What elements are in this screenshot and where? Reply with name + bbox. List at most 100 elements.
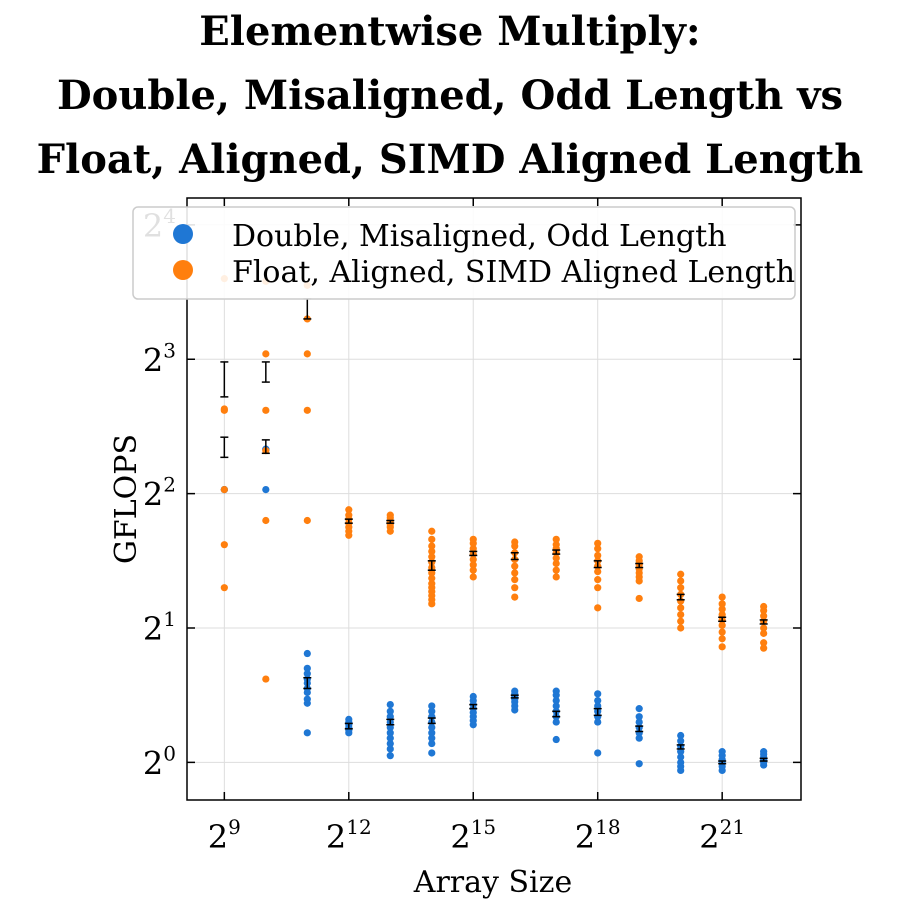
float-data-point: [594, 567, 602, 576]
y-tick-label: 22: [143, 473, 176, 514]
float-data-point: [220, 584, 228, 592]
float-data-point: [469, 545, 477, 553]
float-data-point: [511, 593, 519, 601]
legend: Double, Misaligned, Odd Length Float, Al…: [132, 206, 796, 300]
double-data-point: [386, 745, 394, 753]
float-data-point: [511, 569, 519, 577]
float-data-point: [594, 604, 602, 612]
float-data-point: [594, 539, 602, 547]
error-bars: [220, 298, 768, 765]
double-data-point: [303, 695, 311, 703]
float-data-point: [677, 610, 685, 619]
double-data-point: [511, 687, 519, 695]
double-data-point: [303, 729, 311, 737]
double-data-point: [635, 713, 643, 721]
error-bar: [261, 361, 270, 383]
float-data-point: [760, 639, 768, 647]
float-data-point: [386, 511, 394, 519]
float-data-point: [511, 562, 519, 570]
float-data-point: [760, 624, 768, 632]
double-data-point: [386, 734, 394, 742]
error-bar: [718, 616, 727, 623]
error-bar: [635, 562, 644, 569]
float-data-point: [469, 535, 477, 543]
y-tick-label: 21: [143, 607, 176, 648]
float-data-point: [469, 566, 477, 574]
double-data-point: [552, 735, 560, 744]
float-data-point: [552, 559, 560, 568]
float-data-point: [262, 675, 270, 683]
double-data-point: [594, 718, 602, 726]
double-data-point: [386, 700, 394, 709]
double-data-point: [303, 670, 311, 678]
double-data-point: [428, 749, 436, 757]
x-tick-label: 29: [208, 815, 241, 856]
float-data-point: [428, 574, 436, 582]
error-bar: [261, 439, 270, 455]
error-bar: [303, 298, 312, 320]
legend-marker-double: [173, 224, 193, 244]
double-data-point: [428, 707, 436, 715]
float-data-point: [428, 542, 436, 550]
float-data-point: [428, 553, 436, 561]
double-data-point: [386, 739, 394, 748]
float-data-point: [594, 551, 602, 560]
float-data-point: [718, 643, 726, 651]
double-data-point: [552, 718, 560, 726]
error-bar: [386, 519, 395, 524]
double-data-point: [469, 692, 477, 701]
float-data-point: [220, 405, 228, 413]
float-data-point: [677, 584, 685, 592]
double-data-point: [428, 739, 436, 748]
float-data-point: [718, 628, 726, 636]
float-data-point: [677, 577, 685, 585]
float-data-point: [262, 350, 270, 358]
error-bar: [676, 593, 685, 601]
double-data-point: [386, 723, 394, 732]
double-data-point: [594, 702, 602, 710]
float-data-point: [303, 350, 311, 358]
legend-label-float: Float, Aligned, SIMD Aligned Length: [232, 255, 795, 290]
double-data-point: [386, 729, 394, 737]
double-data-point: [677, 737, 685, 745]
float-data-point: [718, 610, 726, 619]
error-bar: [593, 707, 602, 717]
error-bar: [427, 717, 436, 725]
float-data-point: [552, 554, 560, 562]
double-data-point: [594, 749, 602, 757]
double-data-point: [428, 734, 436, 742]
float-data-point: [718, 605, 726, 613]
double-data-point: [760, 748, 768, 756]
double-data-point: [428, 723, 436, 732]
double-data-point: [718, 748, 726, 756]
float-data-point: [677, 604, 685, 612]
double-data-point: [677, 731, 685, 740]
error-bar: [676, 744, 685, 750]
float-data-point: [428, 569, 436, 577]
float-data-point: [718, 635, 726, 643]
double-data-point: [594, 696, 602, 705]
double-data-point: [303, 664, 311, 672]
float-data-point: [428, 547, 436, 556]
legend-box: [132, 206, 796, 300]
double-data-point: [552, 696, 560, 705]
float-data-point: [345, 506, 353, 514]
float-data-point: [552, 573, 560, 581]
float-data-point: [511, 576, 519, 584]
error-bar: [759, 757, 768, 762]
error-bar: [635, 725, 644, 733]
data-points: [220, 275, 768, 775]
float-data-point: [262, 406, 270, 414]
error-bar: [344, 518, 353, 524]
y-tick-label: 20: [143, 741, 176, 782]
error-bar: [220, 361, 229, 398]
double-data-point: [635, 734, 643, 742]
x-axis-label: Array Size: [413, 865, 572, 900]
float-data-point: [635, 594, 643, 603]
float-data-point: [469, 555, 477, 564]
double-data-point: [677, 758, 685, 766]
double-data-point: [677, 748, 685, 756]
double-data-point: [303, 649, 311, 658]
y-axis-label: GFLOPS: [109, 434, 144, 564]
